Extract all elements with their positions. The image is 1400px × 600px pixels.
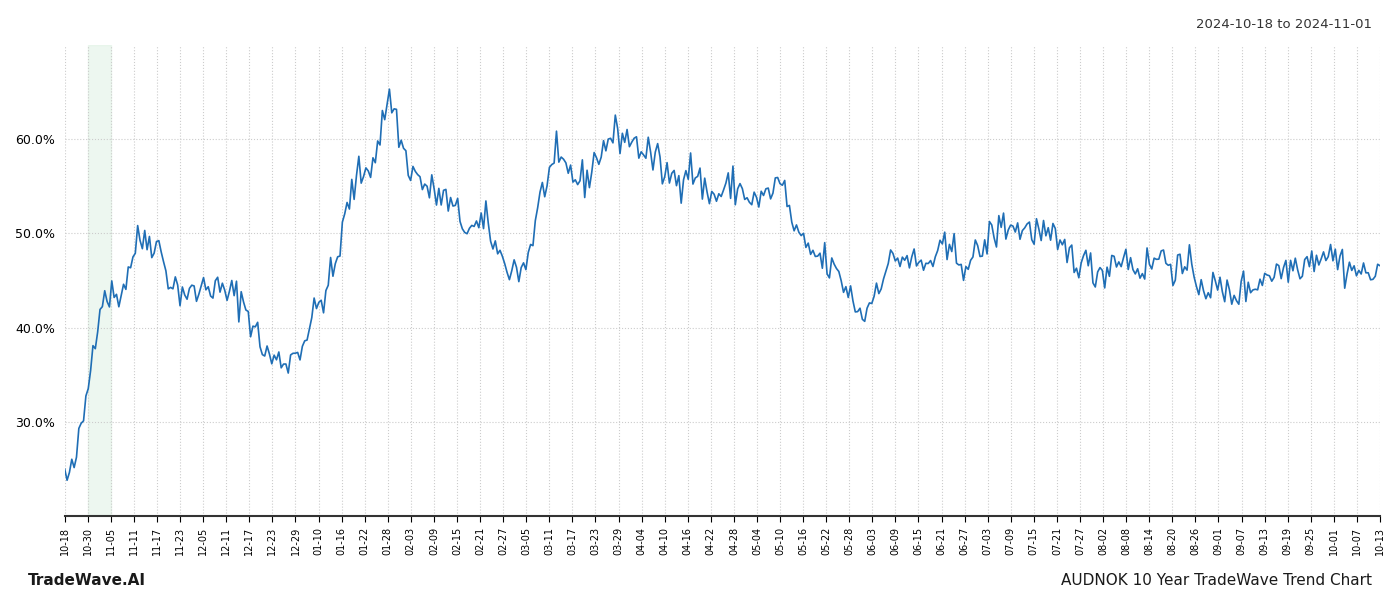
Text: TradeWave.AI: TradeWave.AI bbox=[28, 573, 146, 588]
Text: 2024-10-18 to 2024-11-01: 2024-10-18 to 2024-11-01 bbox=[1196, 18, 1372, 31]
Bar bbox=[88, 45, 111, 516]
Text: AUDNOK 10 Year TradeWave Trend Chart: AUDNOK 10 Year TradeWave Trend Chart bbox=[1061, 573, 1372, 588]
